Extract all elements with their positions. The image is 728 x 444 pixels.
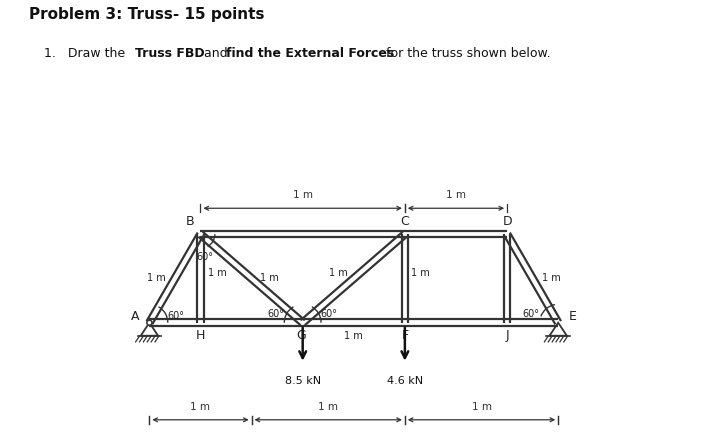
- Text: H: H: [196, 329, 205, 342]
- Text: C: C: [400, 215, 409, 229]
- Text: 1 m: 1 m: [411, 268, 430, 278]
- Text: 60°: 60°: [268, 309, 285, 318]
- Text: find the External Forces: find the External Forces: [226, 47, 394, 59]
- Circle shape: [147, 320, 152, 325]
- Text: 1 m: 1 m: [344, 331, 363, 341]
- Text: 1 m: 1 m: [191, 402, 210, 412]
- Text: 1 m: 1 m: [542, 274, 561, 283]
- Text: B: B: [186, 215, 194, 229]
- Text: 1.   Draw the: 1. Draw the: [44, 47, 129, 59]
- Text: 60°: 60°: [196, 252, 213, 262]
- Text: E: E: [569, 310, 577, 323]
- Text: 1 m: 1 m: [208, 268, 227, 278]
- Text: F: F: [401, 329, 408, 342]
- Text: and: and: [200, 47, 232, 59]
- Text: 1 m: 1 m: [260, 274, 278, 283]
- Text: 60°: 60°: [167, 310, 184, 321]
- Text: Truss FBD: Truss FBD: [135, 47, 205, 59]
- Text: for the truss shown below.: for the truss shown below.: [382, 47, 551, 59]
- Text: 60°: 60°: [522, 309, 539, 318]
- Text: J: J: [505, 329, 509, 342]
- Text: A: A: [131, 310, 139, 323]
- Text: 1 m: 1 m: [147, 274, 166, 283]
- Text: 4.6 kN: 4.6 kN: [387, 376, 423, 386]
- Text: 60°: 60°: [321, 309, 338, 318]
- Text: 1 m: 1 m: [472, 402, 491, 412]
- Text: 1 m: 1 m: [293, 190, 313, 200]
- Text: 1 m: 1 m: [446, 190, 466, 200]
- Text: 1 m: 1 m: [318, 402, 339, 412]
- Text: Problem 3: Truss- 15 points: Problem 3: Truss- 15 points: [29, 7, 264, 22]
- Text: D: D: [502, 215, 512, 229]
- Text: 8.5 kN: 8.5 kN: [285, 376, 321, 386]
- Text: 1 m: 1 m: [329, 268, 348, 278]
- Text: G: G: [296, 329, 306, 342]
